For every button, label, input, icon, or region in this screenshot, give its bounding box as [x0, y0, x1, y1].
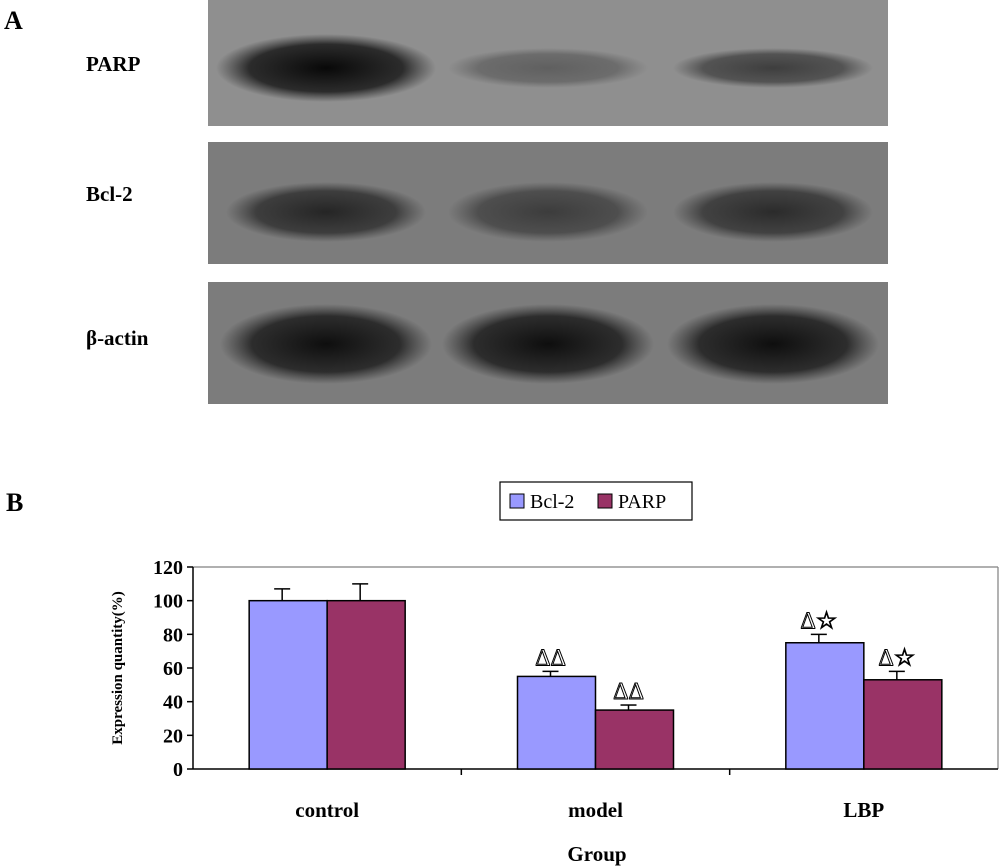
blot-band	[448, 48, 648, 88]
blot-band	[442, 304, 654, 384]
blot-strip-bcl2	[208, 142, 888, 264]
x-axis-label: Group	[567, 842, 626, 866]
blot-strip-parp	[208, 0, 888, 126]
blot-label-bcl2: Bcl-2	[86, 182, 133, 206]
significance-marker: ΔΔ	[613, 679, 644, 705]
y-tick-label: 0	[173, 759, 183, 781]
y-tick-label: 100	[153, 591, 183, 613]
legend-swatch	[509, 493, 525, 509]
bar-parp-control	[326, 599, 406, 770]
blot-label-beta-actin: β-actin	[86, 326, 149, 350]
chart-plot-area: 0 20 40 60 80 100 120 control ΔΔ ΔΔ model Δ☆ Δ☆ LBP	[153, 557, 999, 822]
x-tick-label: control	[295, 798, 359, 822]
legend-swatch	[597, 493, 613, 509]
blot-band	[667, 304, 879, 384]
panel-b-label: B	[6, 488, 24, 517]
significance-marker: ΔΔ	[535, 645, 566, 671]
legend-label: PARP	[618, 491, 666, 513]
blot-band	[673, 182, 873, 242]
x-tick-label: LBP	[843, 798, 884, 822]
blot-band	[226, 182, 426, 242]
bar-parp-lbp	[863, 679, 943, 770]
y-tick-label: 120	[153, 557, 183, 579]
y-tick-label: 60	[163, 658, 183, 680]
significance-marker: Δ☆	[878, 645, 915, 671]
y-axis-label: Expression quantity(%)	[110, 591, 126, 745]
blot-band	[448, 182, 648, 242]
legend-label: Bcl-2	[530, 491, 574, 513]
y-tick-label: 40	[163, 692, 183, 714]
y-tick-label: 80	[163, 624, 183, 646]
blot-label-parp: PARP	[86, 52, 141, 76]
bar-parp-model	[594, 709, 675, 770]
blot-band	[216, 34, 436, 102]
chart-legend: Bcl-2 PARP	[499, 481, 693, 521]
x-tick-label: model	[568, 798, 623, 822]
blot-band	[220, 304, 432, 384]
significance-marker: Δ☆	[800, 608, 837, 634]
legend-box	[499, 481, 693, 521]
blot-band	[673, 48, 873, 88]
bar-bcl-2-lbp	[785, 642, 865, 770]
bar-bcl-2-model	[516, 675, 597, 770]
panel-a-label: A	[4, 6, 23, 35]
y-tick-label: 20	[163, 725, 183, 747]
bar-chart: Bcl-2 PARP 0 20 40 60 80 100 120 control ΔΔ ΔΔ mode…	[110, 481, 999, 866]
bar-bcl-2-control	[248, 599, 328, 770]
blot-strip-beta-actin	[208, 282, 888, 404]
